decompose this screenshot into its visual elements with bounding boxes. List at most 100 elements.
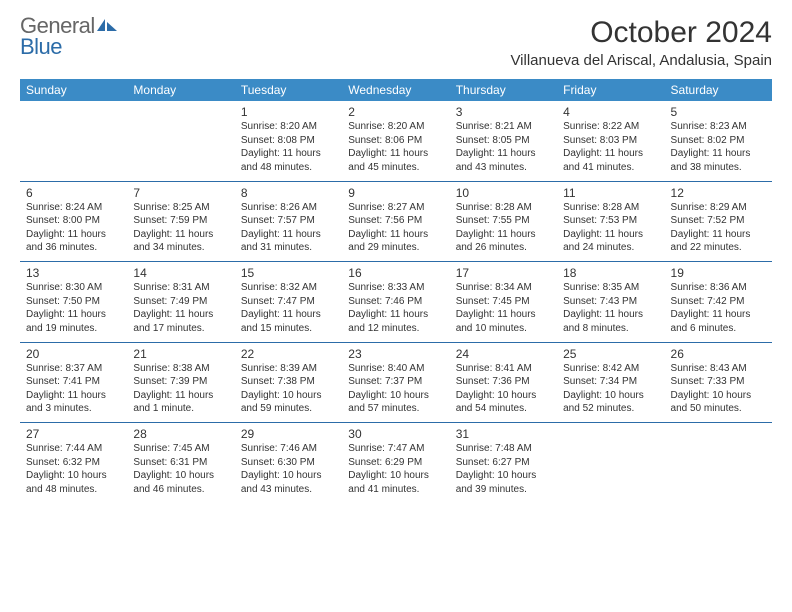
day-number: 10 (450, 181, 557, 200)
sunrise-text: Sunrise: 8:26 AM (241, 201, 336, 215)
day-number: 20 (20, 342, 127, 361)
sunset-text: Sunset: 7:41 PM (26, 375, 121, 389)
sunset-text: Sunset: 7:56 PM (348, 214, 443, 228)
day-details: Sunrise: 8:38 AMSunset: 7:39 PMDaylight:… (127, 361, 234, 422)
week-data-row: Sunrise: 7:44 AMSunset: 6:32 PMDaylight:… (20, 441, 772, 502)
day-details: Sunrise: 8:20 AMSunset: 8:08 PMDaylight:… (235, 119, 342, 180)
daylight-text: Daylight: 10 hours (26, 469, 121, 483)
sunrise-text: Sunrise: 8:41 AM (456, 362, 551, 376)
daylight-text: and 43 minutes. (456, 161, 551, 175)
sunset-text: Sunset: 7:52 PM (671, 214, 766, 228)
day-details: Sunrise: 8:40 AMSunset: 7:37 PMDaylight:… (342, 361, 449, 422)
daylight-text: and 48 minutes. (26, 483, 121, 497)
day-details (665, 441, 772, 502)
sunrise-text: Sunrise: 7:45 AM (133, 442, 228, 456)
day-details: Sunrise: 7:44 AMSunset: 6:32 PMDaylight:… (20, 441, 127, 502)
daylight-text: and 39 minutes. (456, 483, 551, 497)
sunset-text: Sunset: 7:39 PM (133, 375, 228, 389)
sunset-text: Sunset: 6:32 PM (26, 456, 121, 470)
sunset-text: Sunset: 7:47 PM (241, 295, 336, 309)
daylight-text: and 26 minutes. (456, 241, 551, 255)
sunset-text: Sunset: 7:57 PM (241, 214, 336, 228)
sunset-text: Sunset: 7:49 PM (133, 295, 228, 309)
daylight-text: and 36 minutes. (26, 241, 121, 255)
sunset-text: Sunset: 7:36 PM (456, 375, 551, 389)
sunset-text: Sunset: 6:30 PM (241, 456, 336, 470)
sunset-text: Sunset: 8:05 PM (456, 134, 551, 148)
sunrise-text: Sunrise: 8:43 AM (671, 362, 766, 376)
daylight-text: Daylight: 11 hours (456, 308, 551, 322)
day-details (127, 119, 234, 180)
day-details: Sunrise: 8:33 AMSunset: 7:46 PMDaylight:… (342, 280, 449, 341)
daylight-text: Daylight: 10 hours (241, 389, 336, 403)
day-details: Sunrise: 8:31 AMSunset: 7:49 PMDaylight:… (127, 280, 234, 341)
daylight-text: Daylight: 11 hours (671, 147, 766, 161)
daylight-text: Daylight: 10 hours (671, 389, 766, 403)
sunset-text: Sunset: 7:43 PM (563, 295, 658, 309)
day-number: 15 (235, 262, 342, 281)
daylight-text: Daylight: 11 hours (241, 147, 336, 161)
sunrise-text: Sunrise: 8:22 AM (563, 120, 658, 134)
day-number (665, 423, 772, 442)
sunset-text: Sunset: 7:37 PM (348, 375, 443, 389)
day-details: Sunrise: 7:46 AMSunset: 6:30 PMDaylight:… (235, 441, 342, 502)
day-number: 13 (20, 262, 127, 281)
daylight-text: Daylight: 11 hours (133, 308, 228, 322)
day-number: 8 (235, 181, 342, 200)
sunrise-text: Sunrise: 8:28 AM (456, 201, 551, 215)
title-block: October 2024 Villanueva del Ariscal, And… (510, 16, 772, 69)
day-details: Sunrise: 8:24 AMSunset: 8:00 PMDaylight:… (20, 200, 127, 261)
sunrise-text: Sunrise: 8:30 AM (26, 281, 121, 295)
sunrise-text: Sunrise: 8:20 AM (241, 120, 336, 134)
month-title: October 2024 (510, 16, 772, 50)
daylight-text: and 6 minutes. (671, 322, 766, 336)
calendar-page: General Blue October 2024 Villanueva del… (0, 0, 792, 518)
dayhead-mon: Monday (127, 79, 234, 101)
daylight-text: Daylight: 11 hours (348, 228, 443, 242)
daylight-text: and 41 minutes. (563, 161, 658, 175)
sunset-text: Sunset: 6:29 PM (348, 456, 443, 470)
day-number: 1 (235, 101, 342, 119)
day-number: 7 (127, 181, 234, 200)
day-details: Sunrise: 7:48 AMSunset: 6:27 PMDaylight:… (450, 441, 557, 502)
daylight-text: Daylight: 11 hours (563, 147, 658, 161)
day-number: 6 (20, 181, 127, 200)
week-data-row: Sunrise: 8:37 AMSunset: 7:41 PMDaylight:… (20, 361, 772, 422)
daylight-text: Daylight: 11 hours (26, 228, 121, 242)
week-num-row: 2728293031 (20, 423, 772, 442)
day-details: Sunrise: 8:22 AMSunset: 8:03 PMDaylight:… (557, 119, 664, 180)
daylight-text: and 22 minutes. (671, 241, 766, 255)
logo-sail-icon (95, 17, 119, 33)
sunrise-text: Sunrise: 8:23 AM (671, 120, 766, 134)
sunrise-text: Sunrise: 8:20 AM (348, 120, 443, 134)
daylight-text: and 34 minutes. (133, 241, 228, 255)
daylight-text: and 29 minutes. (348, 241, 443, 255)
daylight-text: Daylight: 10 hours (456, 389, 551, 403)
week-data-row: Sunrise: 8:30 AMSunset: 7:50 PMDaylight:… (20, 280, 772, 341)
daylight-text: Daylight: 10 hours (456, 469, 551, 483)
dayhead-sat: Saturday (665, 79, 772, 101)
daylight-text: and 43 minutes. (241, 483, 336, 497)
dayhead-fri: Friday (557, 79, 664, 101)
daylight-text: Daylight: 11 hours (241, 308, 336, 322)
week-data-row: Sunrise: 8:24 AMSunset: 8:00 PMDaylight:… (20, 200, 772, 261)
sunrise-text: Sunrise: 7:47 AM (348, 442, 443, 456)
day-number: 3 (450, 101, 557, 119)
day-details: Sunrise: 8:25 AMSunset: 7:59 PMDaylight:… (127, 200, 234, 261)
day-number: 30 (342, 423, 449, 442)
daylight-text: Daylight: 11 hours (133, 228, 228, 242)
daylight-text: Daylight: 11 hours (563, 228, 658, 242)
daylight-text: and 57 minutes. (348, 402, 443, 416)
logo: General Blue (20, 16, 119, 58)
header: General Blue October 2024 Villanueva del… (20, 16, 772, 69)
sunset-text: Sunset: 7:46 PM (348, 295, 443, 309)
day-details: Sunrise: 8:27 AMSunset: 7:56 PMDaylight:… (342, 200, 449, 261)
logo-word2: Blue (20, 34, 62, 59)
day-number: 14 (127, 262, 234, 281)
day-number (127, 101, 234, 119)
daylight-text: and 41 minutes. (348, 483, 443, 497)
dayhead-wed: Wednesday (342, 79, 449, 101)
sunset-text: Sunset: 7:59 PM (133, 214, 228, 228)
day-header-row: Sunday Monday Tuesday Wednesday Thursday… (20, 79, 772, 101)
sunset-text: Sunset: 8:06 PM (348, 134, 443, 148)
